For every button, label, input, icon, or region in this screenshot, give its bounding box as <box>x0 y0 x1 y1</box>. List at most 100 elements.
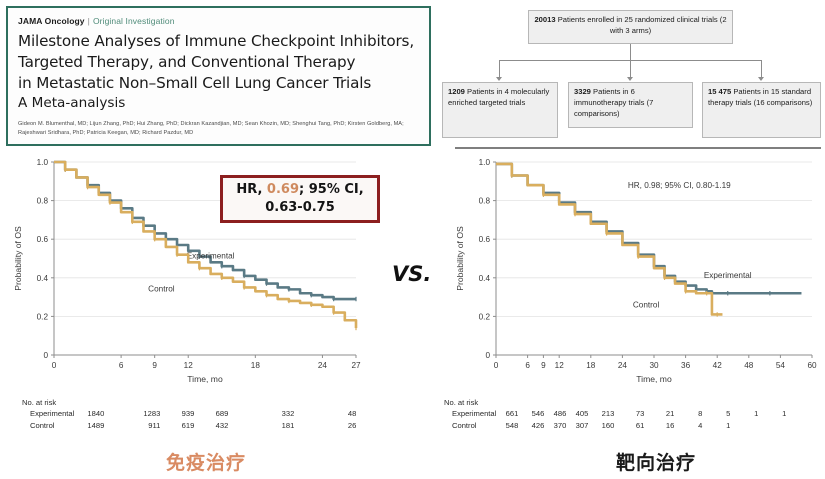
flow-box-enrolled: 20013 Patients enrolled in 25 randomized… <box>528 10 733 44</box>
flow-box-immunotherapy: 3329 Patients in 6 immunotherapy trials … <box>568 82 693 128</box>
jama-title-card: JAMA Oncology | Original Investigation Mil… <box>6 6 431 146</box>
risk-cell: 911 <box>148 420 161 430</box>
risk-cell: 4 <box>698 420 703 430</box>
risk-cell: 307 <box>575 420 589 430</box>
risk-cell: 405 <box>575 409 589 419</box>
y-tick-label: 0.6 <box>37 235 49 244</box>
y-tick-label: 0.6 <box>479 235 491 244</box>
hr-suffix: ; 95% CI, <box>299 182 364 198</box>
journal-line: JAMA Oncology | Original Investigation <box>18 16 419 26</box>
risk-cell: 332 <box>281 409 295 419</box>
x-tick-label: 6 <box>525 361 530 370</box>
series-label: Experimental <box>187 252 235 261</box>
risk-cell: 1840 <box>87 409 105 419</box>
article-type: Original Investigation <box>92 16 175 26</box>
hr-value: 0.69 <box>266 182 299 198</box>
y-tick-label: 0.4 <box>479 274 491 283</box>
risk-cell: 16 <box>665 420 675 430</box>
risk-cell: 26 <box>347 420 357 430</box>
x-tick-label: 48 <box>744 361 754 370</box>
risk-cell: 1489 <box>87 420 105 430</box>
risk-table-row: Control 548 426 370 307 160 61 16 4 1 <box>444 420 786 431</box>
risk-table-targeted: No. at risk Experimental 661 546 486 405 213 7… <box>444 397 786 431</box>
x-tick-label: 6 <box>119 361 124 370</box>
paper-title-line-3: in Metastatic Non–Small Cell Lung Cancer… <box>18 73 372 92</box>
risk-cell: 689 <box>215 409 229 419</box>
risk-row-label: Control <box>452 420 477 430</box>
author-list: Gideon M. Blumenthal, MD; Lijun Zhang, P… <box>18 120 404 136</box>
paper-title-line-2: Targeted Therapy, and Conventional Thera… <box>18 52 356 71</box>
risk-cell: 181 <box>281 420 295 430</box>
series-label: Experimental <box>704 271 752 280</box>
x-tick-label: 24 <box>618 361 628 370</box>
risk-cell: 8 <box>698 409 703 419</box>
x-tick-label: 9 <box>541 361 546 370</box>
y-tick-label: 0.2 <box>37 312 49 321</box>
risk-table: Experimental 661 546 486 405 213 73 21 8 5 1 1 Contr… <box>444 408 786 431</box>
y-tick-label: 0.4 <box>37 274 49 283</box>
risk-table-row: Experimental 1840 1283 939 689 332 48 <box>22 408 356 419</box>
risk-cell: 48 <box>347 409 357 419</box>
flow-box-immunotherapy-text: Patients in 6 immunotherapy trials (7 co… <box>574 87 654 118</box>
y-tick-label: 0 <box>485 351 490 360</box>
page-title: Milestone Analyses of Immune Checkpoint … <box>18 31 419 94</box>
risk-row-label: Experimental <box>30 409 75 419</box>
hr-ci: 0.63-0.75 <box>265 200 335 215</box>
right-panel-rule <box>455 147 821 149</box>
x-tick-label: 42 <box>713 361 723 370</box>
risk-row-label: Experimental <box>452 409 497 419</box>
flow-arrowhead-right-icon <box>758 77 764 81</box>
km-curve <box>496 162 723 316</box>
flow-connector-branch-mid <box>630 60 631 78</box>
caption-targeted: 靶向治疗 <box>616 452 697 474</box>
y-tick-label: 0 <box>43 351 48 360</box>
series-label: Control <box>633 301 660 310</box>
risk-cell: 21 <box>665 409 675 419</box>
risk-cell: 486 <box>553 409 567 419</box>
risk-cell: 432 <box>215 420 229 430</box>
flow-box-targeted-count: 1209 <box>448 87 465 96</box>
journal-name: JAMA Oncology <box>18 16 85 26</box>
hazard-ratio-callout: HR, 0.69; 95% CI, 0.63-0.75 <box>220 175 380 223</box>
y-axis-label: Probability of OS <box>13 226 23 291</box>
x-tick-label: 30 <box>649 361 659 370</box>
hr-prefix: HR, <box>236 182 267 198</box>
risk-cell: 1 <box>726 420 731 430</box>
x-tick-label: 12 <box>555 361 565 370</box>
flow-connector-branch-left <box>499 60 500 78</box>
risk-table-immunotherapy: No. at risk Experimental 1840 1283 939 689 33… <box>22 397 356 431</box>
x-axis-label: Time, mo <box>187 374 223 384</box>
study-flow-diagram: 20013 Patients enrolled in 25 randomized… <box>440 4 821 144</box>
risk-cell: 548 <box>505 420 519 430</box>
y-tick-label: 1.0 <box>37 158 49 167</box>
x-tick-label: 18 <box>586 361 596 370</box>
risk-cell <box>730 420 758 431</box>
x-tick-label: 0 <box>494 361 499 370</box>
km-plot: 0 0.2 0.4 0.6 0.8 1.0 0 6 9 12 18 24 27 Time, mo Proba… <box>13 158 361 384</box>
flow-box-standard: 15 475 Patients in 15 standard therapy t… <box>702 82 821 138</box>
risk-cell: 1 <box>754 409 759 419</box>
risk-cell <box>758 420 786 431</box>
series-label: Control <box>148 284 175 293</box>
risk-table-title: No. at risk <box>22 398 57 407</box>
risk-cell: 1283 <box>143 409 161 419</box>
paper-title-line-1: Milestone Analyses of Immune Checkpoint … <box>18 32 414 50</box>
caption-immunotherapy: 免疫治疗 <box>166 452 247 474</box>
y-tick-label: 0.8 <box>479 197 491 206</box>
flow-arrowhead-mid-icon <box>627 77 633 81</box>
risk-table: Experimental 1840 1283 939 689 332 48 Control 14… <box>22 408 356 431</box>
flow-box-targeted: 1209 Patients in 4 molecularly enriched … <box>442 82 558 138</box>
flow-arrowhead-left-icon <box>496 77 502 81</box>
x-tick-label: 54 <box>776 361 786 370</box>
risk-cell: 1 <box>782 409 787 419</box>
x-tick-label: 12 <box>184 361 194 370</box>
flow-box-enrolled-text: Patients enrolled in 25 randomized clini… <box>557 15 727 35</box>
x-tick-label: 60 <box>807 361 817 370</box>
comparator-label: VS. <box>392 262 432 286</box>
risk-cell: 939 <box>181 409 195 419</box>
y-axis-label: Probability of OS <box>455 226 465 291</box>
x-tick-label: 24 <box>318 361 328 370</box>
y-tick-label: 1.0 <box>479 158 491 167</box>
flow-box-enrolled-count: 20013 <box>534 15 556 24</box>
flow-box-targeted-text: Patients in 4 molecularly enriched targe… <box>448 87 550 107</box>
